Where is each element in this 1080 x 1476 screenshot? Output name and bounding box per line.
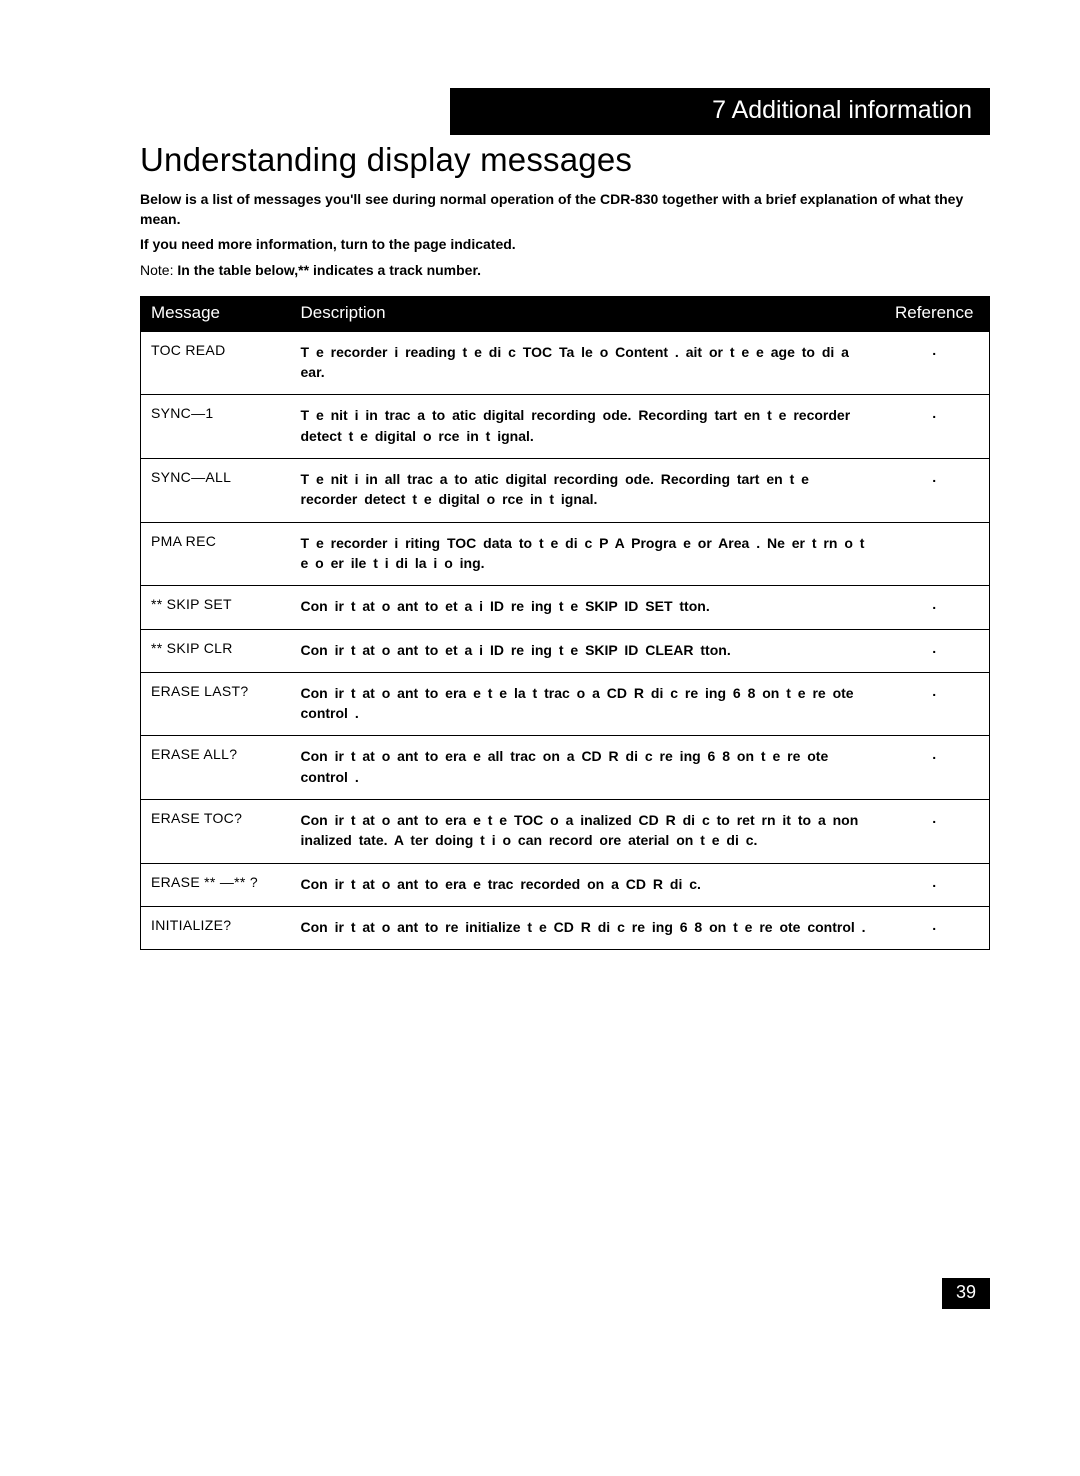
note-label: Note: <box>140 262 173 278</box>
col-reference: Reference <box>880 296 990 331</box>
message-description: Con ir t at o ant to et a i ID re ing t … <box>291 586 880 629</box>
message-reference: . <box>880 906 990 949</box>
message-name: ** SKIP CLR <box>141 629 291 672</box>
col-message: Message <box>141 296 291 331</box>
message-name: ERASE ** —** ? <box>141 863 291 906</box>
message-description: T e nit i in trac a to atic digital reco… <box>291 395 880 459</box>
messages-table: Message Description Reference TOC READT … <box>140 296 990 950</box>
message-reference: . <box>880 586 990 629</box>
message-reference: . <box>880 736 990 800</box>
table-row: ERASE TOC?Con ir t at o ant to era e t e… <box>141 800 990 864</box>
table-row: ERASE ALL?Con ir t at o ant to era e all… <box>141 736 990 800</box>
note-body: In the table below,** indicates a track … <box>173 262 481 278</box>
table-row: ** SKIP CLRCon ir t at o ant to et a i I… <box>141 629 990 672</box>
table-row: SYNC—1T e nit i in trac a to atic digita… <box>141 395 990 459</box>
table-row: SYNC—ALLT e nit i in all trac a to atic … <box>141 459 990 523</box>
message-name: TOC READ <box>141 331 291 395</box>
page-title: Understanding display messages <box>140 141 990 179</box>
message-name: ERASE LAST? <box>141 672 291 736</box>
message-name: SYNC—1 <box>141 395 291 459</box>
message-name: PMA REC <box>141 522 291 586</box>
message-description: Con ir t at o ant to et a i ID re ing t … <box>291 629 880 672</box>
table-row: PMA RECT e recorder i riting TOC data to… <box>141 522 990 586</box>
message-reference: . <box>880 863 990 906</box>
table-row: ERASE LAST?Con ir t at o ant to era e t … <box>141 672 990 736</box>
message-name: ERASE ALL? <box>141 736 291 800</box>
intro-paragraph-1: Below is a list of messages you'll see d… <box>140 189 990 230</box>
table-header-row: Message Description Reference <box>141 296 990 331</box>
intro-paragraph-2: If you need more information, turn to th… <box>140 234 990 254</box>
col-description: Description <box>291 296 880 331</box>
message-reference: . <box>880 459 990 523</box>
table-row: INITIALIZE?Con ir t at o ant to re initi… <box>141 906 990 949</box>
message-description: T e recorder i reading t e di c TOC Ta l… <box>291 331 880 395</box>
message-reference: . <box>880 331 990 395</box>
message-reference: . <box>880 395 990 459</box>
message-description: Con ir t at o ant to era e trac recorded… <box>291 863 880 906</box>
message-name: ERASE TOC? <box>141 800 291 864</box>
message-description: T e nit i in all trac a to atic digital … <box>291 459 880 523</box>
message-name: ** SKIP SET <box>141 586 291 629</box>
table-row: ERASE ** —** ?Con ir t at o ant to era e… <box>141 863 990 906</box>
message-description: Con ir t at o ant to era e t e la t trac… <box>291 672 880 736</box>
message-description: Con ir t at o ant to re initialize t e C… <box>291 906 880 949</box>
message-description: Con ir t at o ant to era e t e TOC o a i… <box>291 800 880 864</box>
table-row: ** SKIP SETCon ir t at o ant to et a i I… <box>141 586 990 629</box>
message-reference: . <box>880 629 990 672</box>
message-name: INITIALIZE? <box>141 906 291 949</box>
table-row: TOC READT e recorder i reading t e di c … <box>141 331 990 395</box>
message-reference <box>880 522 990 586</box>
message-name: SYNC—ALL <box>141 459 291 523</box>
message-reference: . <box>880 672 990 736</box>
message-description: Con ir t at o ant to era e all trac on a… <box>291 736 880 800</box>
message-description: T e recorder i riting TOC data to t e di… <box>291 522 880 586</box>
message-reference: . <box>880 800 990 864</box>
chapter-header: 7 Additional information <box>450 88 990 135</box>
note-line: Note: In the table below,** indicates a … <box>140 262 990 278</box>
page-number: 39 <box>942 1278 990 1309</box>
